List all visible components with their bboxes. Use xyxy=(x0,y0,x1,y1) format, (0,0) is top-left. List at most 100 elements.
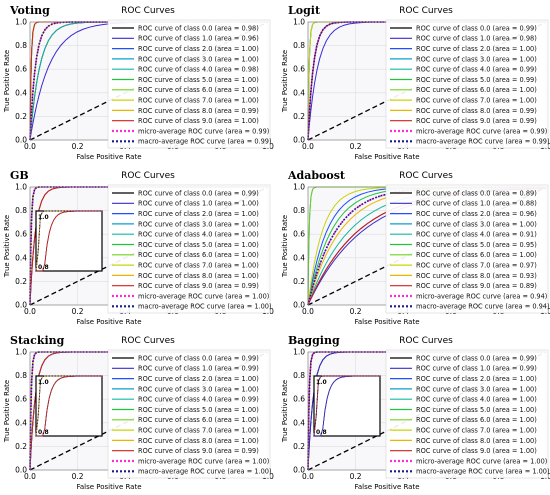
legend: ROC curve of class 0.0 (area = 0.99) ROC … xyxy=(385,349,550,479)
chart-title: ROC Curves xyxy=(121,171,175,181)
legend-entry: macro-average ROC curve (area = 0.99) xyxy=(138,138,272,146)
panel-label: Adaboost xyxy=(287,169,346,182)
legend-entry: ROC curve of class 5.0 (area = 1.00) xyxy=(138,406,259,414)
legend-entry: ROC curve of class 7.0 (area = 0.97) xyxy=(416,262,537,270)
legend-entry: ROC curve of class 8.0 (area = 1.00) xyxy=(138,437,259,445)
legend-entry: micro-average ROC curve (area = 1.00) xyxy=(138,457,269,465)
legend-box xyxy=(107,184,271,314)
legend-entry: ROC curve of class 4.0 (area = 1.00) xyxy=(138,231,259,239)
y-tick-label: 0.8 xyxy=(15,371,27,380)
x-tick-label: 0.2 xyxy=(72,472,84,481)
legend-entry: ROC curve of class 7.0 (area = 1.00) xyxy=(416,427,537,435)
legend-box xyxy=(385,184,549,314)
legend-entry: ROC curve of class 4.0 (area = 0.98) xyxy=(138,66,259,74)
x-axis-label: False Positive Rate xyxy=(354,153,419,161)
y-tick-label: 0.4 xyxy=(15,418,27,427)
inset-curve-11 xyxy=(35,210,102,272)
y-tick-label: 0.6 xyxy=(15,65,27,74)
inset-tick-bottom: 0.8 xyxy=(38,264,49,271)
inset-frame xyxy=(35,210,103,272)
legend-entry: macro-average ROC curve (area = 1.00) xyxy=(138,468,272,476)
legend-entry: macro-average ROC curve (area = 0.99) xyxy=(416,138,550,146)
chart-title: ROC Curves xyxy=(399,6,453,16)
legend-entry: micro-average ROC curve (area = 0.94) xyxy=(416,292,547,300)
inset-curve-11 xyxy=(35,375,102,437)
y-tick-label: 0.6 xyxy=(293,230,305,239)
legend-box xyxy=(107,349,271,479)
legend-entry: ROC curve of class 9.0 (area = 1.00) xyxy=(138,117,259,125)
chart-title: ROC Curves xyxy=(399,171,453,181)
legend-entry: micro-average ROC curve (area = 0.99) xyxy=(138,127,269,135)
legend-entry: ROC curve of class 1.0 (area = 0.96) xyxy=(138,35,259,43)
y-tick-label: 0.0 xyxy=(15,136,27,145)
legend-entry: ROC curve of class 8.0 (area = 0.99) xyxy=(138,107,259,115)
legend-entry: macro-average ROC curve (area = 1.00) xyxy=(416,468,550,476)
y-tick-label: 0.8 xyxy=(15,206,27,215)
y-tick-label: 1.0 xyxy=(15,348,27,357)
legend-entry: ROC curve of class 3.0 (area = 1.00) xyxy=(138,55,259,63)
legend-entry: ROC curve of class 2.0 (area = 1.00) xyxy=(416,45,537,53)
y-tick-label: 0.4 xyxy=(293,88,305,97)
y-tick-label: 0.2 xyxy=(15,112,27,121)
inset-frame xyxy=(35,375,103,437)
legend-entry: ROC curve of class 3.0 (area = 1.00) xyxy=(416,220,537,228)
legend-entry: ROC curve of class 3.0 (area = 1.00) xyxy=(416,55,537,63)
panel-label: Logit xyxy=(288,4,321,17)
y-tick-label: 0.6 xyxy=(15,230,27,239)
legend-entry: ROC curve of class 8.0 (area = 0.99) xyxy=(416,107,537,115)
legend-entry: ROC curve of class 1.0 (area = 1.00) xyxy=(138,200,259,208)
x-axis-label: False Positive Rate xyxy=(354,318,419,326)
chart-panel-voting: 0.00.20.40.60.81.00.00.20.40.60.81.0Fals… xyxy=(3,4,274,161)
y-axis-label: True Positive Rate xyxy=(3,50,11,113)
legend-entry: ROC curve of class 2.0 (area = 1.00) xyxy=(138,375,259,383)
legend-entry: ROC curve of class 4.0 (area = 1.00) xyxy=(416,396,537,404)
legend-entry: ROC curve of class 5.0 (area = 1.00) xyxy=(416,406,537,414)
legend-entry: ROC curve of class 0.0 (area = 0.99) xyxy=(416,24,537,32)
chart-panel-logit: 0.00.20.40.60.81.00.00.20.40.60.81.0Fals… xyxy=(281,4,550,161)
legend-entry: micro-average ROC curve (area = 1.00) xyxy=(416,457,547,465)
chart-title: ROC Curves xyxy=(121,336,175,346)
x-tick-label: 0.0 xyxy=(24,307,36,316)
y-tick-label: 0.4 xyxy=(293,418,305,427)
y-axis-label: True Positive Rate xyxy=(281,215,289,278)
y-tick-label: 0.0 xyxy=(293,136,305,145)
zoom-inset: 1.0 0.8 xyxy=(35,210,103,272)
x-tick-label: 0.0 xyxy=(302,472,314,481)
x-tick-label: 0.2 xyxy=(72,142,84,151)
y-axis-label: True Positive Rate xyxy=(3,380,11,443)
legend: ROC curve of class 0.0 (area = 0.99) ROC … xyxy=(385,19,550,149)
legend-entry: ROC curve of class 2.0 (area = 1.00) xyxy=(138,210,259,218)
legend-entry: ROC curve of class 5.0 (area = 0.99) xyxy=(416,76,537,84)
y-tick-label: 0.0 xyxy=(15,301,27,310)
y-tick-label: 1.0 xyxy=(15,183,27,192)
legend-entry: ROC curve of class 5.0 (area = 1.00) xyxy=(138,241,259,249)
x-axis-label: False Positive Rate xyxy=(76,483,141,491)
legend-entry: ROC curve of class 9.0 (area = 0.99) xyxy=(138,447,259,455)
legend-entry: ROC curve of class 8.0 (area = 1.00) xyxy=(138,272,259,280)
legend-entry: ROC curve of class 7.0 (area = 1.00) xyxy=(416,97,537,105)
y-tick-label: 0.6 xyxy=(293,395,305,404)
legend-box xyxy=(385,19,549,149)
y-tick-label: 0.2 xyxy=(293,112,305,121)
x-tick-label: 0.0 xyxy=(24,472,36,481)
legend-entry: ROC curve of class 7.0 (area = 1.00) xyxy=(138,97,259,105)
legend-entry: ROC curve of class 3.0 (area = 1.00) xyxy=(138,220,259,228)
legend-entry: ROC curve of class 6.0 (area = 1.00) xyxy=(138,86,259,94)
chart-panel-stacking: 1.00.80.00.20.40.60.81.00.00.20.40.60.81… xyxy=(3,334,274,491)
y-tick-label: 0.2 xyxy=(15,442,27,451)
legend-entry: ROC curve of class 9.0 (area = 1.00) xyxy=(416,447,537,455)
legend-entry: ROC curve of class 6.0 (area = 1.00) xyxy=(416,251,537,259)
x-tick-label: 0.0 xyxy=(302,142,314,151)
zoom-inset: 1.0 0.8 xyxy=(35,375,103,437)
inset-tick-bottom: 0.8 xyxy=(316,429,327,436)
y-tick-label: 0.0 xyxy=(15,466,27,475)
y-tick-label: 0.0 xyxy=(293,466,305,475)
legend-entry: ROC curve of class 1.0 (area = 0.99) xyxy=(138,365,259,373)
legend-entry: ROC curve of class 4.0 (area = 0.99) xyxy=(138,396,259,404)
y-axis-label: True Positive Rate xyxy=(3,215,11,278)
y-tick-label: 1.0 xyxy=(293,348,305,357)
legend-entry: ROC curve of class 0.0 (area = 0.99) xyxy=(416,354,537,362)
y-tick-label: 0.8 xyxy=(15,41,27,50)
legend-box xyxy=(107,19,271,149)
legend-entry: ROC curve of class 0.0 (area = 0.89) xyxy=(416,189,537,197)
